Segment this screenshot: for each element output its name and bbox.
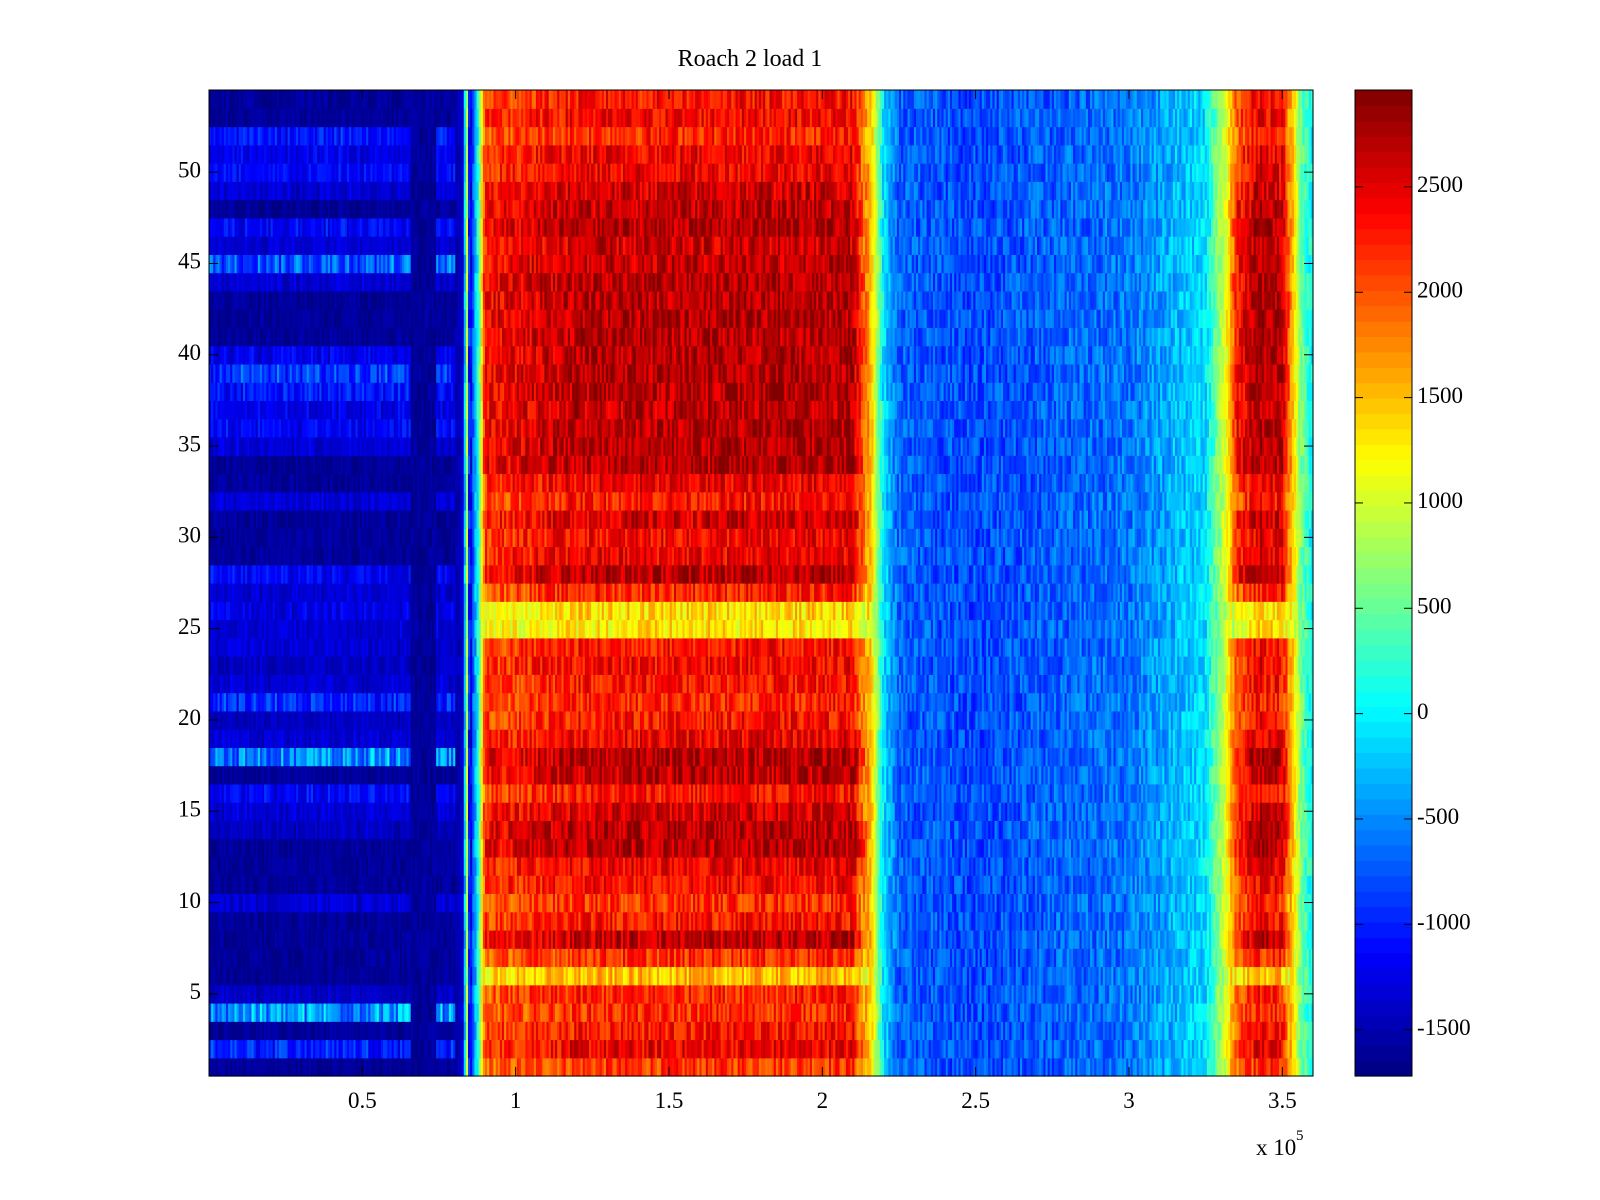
heatmap-cells <box>209 90 1314 1077</box>
heatmap-cell <box>846 1003 851 1022</box>
heatmap-cell <box>1060 930 1065 949</box>
heatmap-cell <box>1077 948 1082 967</box>
heatmap-cell <box>1243 1021 1248 1040</box>
heatmap-cell <box>1073 912 1078 931</box>
heatmap-cell <box>971 912 976 931</box>
heatmap-cell <box>842 930 849 949</box>
heatmap-cell <box>1207 1058 1212 1077</box>
heatmap-cell <box>445 1021 450 1040</box>
heatmap-cell <box>228 985 233 1004</box>
heatmap-cell <box>273 893 278 912</box>
heatmap-cell <box>1092 1021 1097 1040</box>
heatmap-cell <box>668 893 673 912</box>
heatmap-cell <box>1188 1021 1193 1040</box>
heatmap-cell <box>803 912 808 931</box>
heatmap-cell <box>332 1003 337 1022</box>
heatmap-cell <box>608 1058 613 1077</box>
heatmap-cell <box>434 912 439 931</box>
chart-title: Roach 2 load 1 <box>678 46 823 72</box>
heatmap-cell <box>714 948 719 967</box>
heatmap-cell <box>952 985 957 1004</box>
heatmap-cell <box>542 1003 547 1022</box>
heatmap-cell <box>339 985 344 1004</box>
heatmap-cell <box>510 966 515 985</box>
heatmap-cell <box>536 1058 541 1077</box>
heatmap-cell <box>317 1058 322 1077</box>
heatmap-cell <box>1211 1058 1216 1077</box>
heatmap-cell <box>644 893 649 912</box>
heatmap-cell <box>345 948 350 967</box>
heatmap-cell <box>1012 912 1017 931</box>
heatmap-cell <box>659 985 664 1004</box>
heatmap-cell <box>670 948 675 967</box>
heatmap-cell <box>251 930 256 949</box>
heatmap-cell <box>1226 1003 1231 1022</box>
heatmap-cell <box>296 1021 301 1040</box>
heatmap-cell <box>368 1021 375 1040</box>
heatmap-cell <box>1230 985 1235 1004</box>
heatmap-cell <box>517 930 522 949</box>
heatmap-cell <box>1079 1058 1084 1077</box>
heatmap-cell <box>1116 1021 1121 1040</box>
heatmap-cell <box>311 948 316 967</box>
